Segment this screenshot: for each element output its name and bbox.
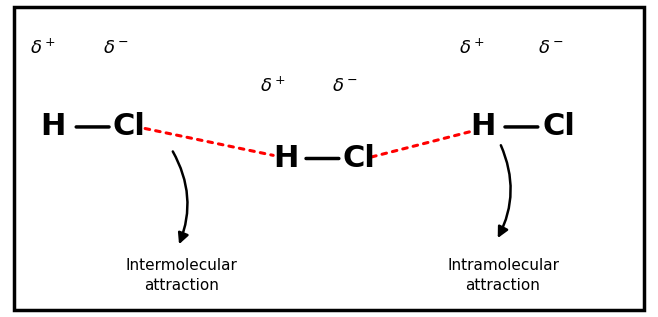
Text: H: H [274,144,299,173]
Text: $\delta^-$: $\delta^-$ [538,39,564,57]
Text: Intramolecular
attraction: Intramolecular attraction [447,258,559,293]
Text: Intermolecular
attraction: Intermolecular attraction [125,258,237,293]
Text: Cl: Cl [113,113,145,141]
Text: $\delta^+$: $\delta^+$ [459,38,485,58]
Text: $\delta^-$: $\delta^-$ [332,77,359,95]
Text: H: H [41,113,66,141]
Text: $\delta^+$: $\delta^+$ [30,38,57,58]
Text: $\delta^+$: $\delta^+$ [260,76,286,95]
Text: Cl: Cl [542,113,575,141]
Text: Cl: Cl [342,144,375,173]
Text: H: H [470,113,496,141]
Text: $\delta^-$: $\delta^-$ [103,39,128,57]
